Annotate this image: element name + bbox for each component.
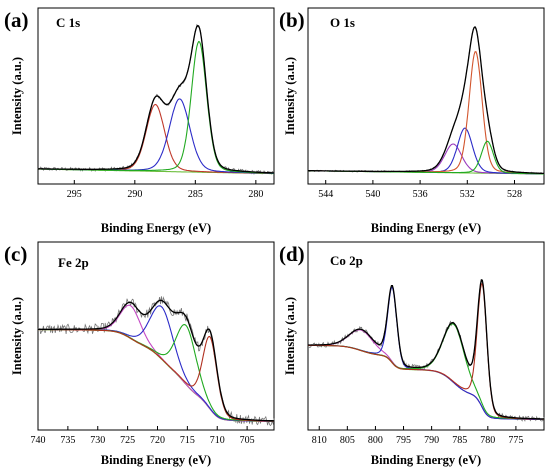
panel-c-tick-label: 730 [90, 435, 105, 446]
panel-d-tick-label: 790 [424, 435, 439, 446]
panel-a-xlabel: Binding Energy (eV) [101, 221, 211, 235]
panel-d-title: Co 2p [330, 253, 363, 268]
panel-b-tick-label: 528 [507, 189, 522, 200]
panel-c-tick-label: 735 [60, 435, 75, 446]
panel-d-tick-label: 800 [368, 435, 383, 446]
panel-b-letter: (b) [279, 8, 305, 32]
panel-d-tick-label: 775 [508, 435, 523, 446]
panel-a-frame [37, 7, 275, 185]
panel-a-title: C 1s [56, 15, 80, 30]
panel-c-peak-1 [38, 304, 274, 422]
panel-d-raw-data [307, 279, 545, 422]
panel-d-tick-label: 810 [312, 435, 327, 446]
panel-b-raw-data [307, 26, 545, 175]
panel-a: 295 290 285 280 (a) C 1s Intensity (a.u.) B… [4, 7, 275, 235]
panel-d-tick-label: 795 [396, 435, 411, 446]
panel-a-tick-label: 285 [188, 189, 203, 200]
panel-a-ylabel: Intensity (a.u.) [10, 57, 24, 135]
panel-d-frame [307, 241, 545, 431]
panel-b: 544 540 536 532 528 (b) O 1s Intensity (a.u.… [279, 7, 545, 235]
panel-a-letter: (a) [4, 8, 29, 32]
panel-c-plot: 740 735 730 725 720 715 710 705 [31, 296, 275, 446]
panel-d-xlabel: Binding Energy (eV) [371, 453, 481, 467]
panel-b-frame [307, 7, 545, 185]
panel-a-peak-2 [38, 98, 274, 174]
panel-d-tick-label: 805 [340, 435, 355, 446]
panel-c-tick-label: 725 [120, 435, 135, 446]
panel-a-plot: 295 290 285 280 [37, 23, 275, 200]
panel-b-peak-2 [308, 127, 544, 175]
panel-c-frame [37, 241, 275, 431]
panel-b-title: O 1s [330, 15, 355, 30]
panel-a-tick-label: 295 [67, 189, 82, 200]
panel-c-peak-4 [38, 329, 274, 422]
panel-d-peak-3 [308, 323, 544, 420]
panel-c-tick-label: 715 [180, 435, 195, 446]
panel-b-tick-label: 540 [365, 189, 380, 200]
panel-b-peak-1 [308, 143, 544, 175]
panel-d-peak-4 [308, 283, 544, 420]
panel-c-ylabel: Intensity (a.u.) [10, 297, 24, 375]
panel-b-peak-4 [308, 140, 544, 175]
panel-d-peak-2 [308, 286, 544, 420]
panel-b-peak-3 [307, 51, 544, 175]
panel-d-envelope [308, 279, 544, 420]
panel-b-tick-label: 544 [318, 189, 333, 200]
panel-c-tick-label: 720 [150, 435, 165, 446]
panel-a-raw-data [37, 23, 275, 175]
panel-c-peak-3 [38, 324, 274, 422]
panel-c-letter: (c) [4, 242, 27, 266]
panel-b-plot: 544 540 536 532 528 [307, 25, 545, 200]
panel-d-letter: (d) [279, 242, 305, 266]
panel-c-peak-2 [38, 305, 274, 422]
panel-c-raw-data [37, 296, 275, 427]
panel-c: 740 735 730 725 720 715 710 705 (c) Fe 2p Inten… [4, 241, 275, 467]
panel-a-envelope [38, 24, 274, 174]
panel-c-tick-label: 710 [210, 435, 225, 446]
panel-c-envelope [38, 299, 274, 422]
panel-c-title: Fe 2p [58, 255, 89, 270]
panel-c-tick-label: 740 [31, 435, 46, 446]
panel-c-xlabel: Binding Energy (eV) [101, 453, 211, 467]
panel-a-peak-3 [38, 40, 275, 174]
panel-a-peak-1 [38, 103, 274, 175]
panel-b-ylabel: Intensity (a.u.) [283, 57, 297, 135]
panel-a-tick-label: 290 [127, 189, 142, 200]
panel-b-tick-label: 532 [460, 189, 475, 200]
panel-c-tick-label: 705 [240, 435, 255, 446]
panel-c-baseline [38, 329, 274, 422]
panel-b-xlabel: Binding Energy (eV) [371, 221, 481, 235]
panel-d-tick-label: 780 [480, 435, 495, 446]
panel-d: 810 805 800 795 790 785 780 775 (d) Co 2p Inten… [279, 241, 545, 467]
panel-b-envelope [308, 25, 544, 175]
panel-d-baseline [307, 344, 544, 420]
panel-d-ylabel: Intensity (a.u.) [283, 297, 297, 375]
panel-d-peak-1 [308, 329, 544, 420]
panel-d-tick-label: 785 [452, 435, 467, 446]
panel-b-tick-label: 536 [413, 189, 428, 200]
panel-a-tick-label: 280 [248, 189, 263, 200]
panel-d-plot: 810 805 800 795 790 785 780 775 [307, 279, 545, 446]
